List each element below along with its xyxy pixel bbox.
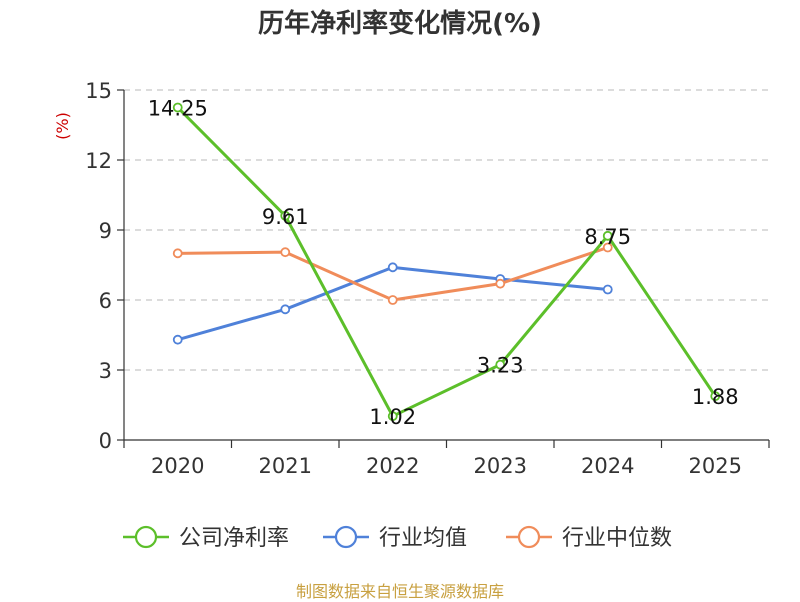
data-label: 14.25 xyxy=(148,97,208,121)
legend-marker xyxy=(334,525,358,549)
grid-lines xyxy=(124,89,769,371)
y-tick-label: 9 xyxy=(99,219,112,243)
data-point[interactable] xyxy=(495,278,506,289)
data-point[interactable] xyxy=(602,230,613,241)
legend-item-0[interactable]: 公司净利率 xyxy=(123,525,289,551)
series-line xyxy=(176,106,717,418)
data-source: 制图数据来自恒生聚源数据库 xyxy=(295,582,504,601)
x-tick-label: 2022 xyxy=(366,454,419,478)
y-axis: 0 3 6 9 12 15 xyxy=(85,79,125,453)
data-point[interactable] xyxy=(280,247,291,258)
data-point[interactable] xyxy=(280,304,291,315)
data-point[interactable] xyxy=(387,262,398,273)
data-label: 1.88 xyxy=(692,385,739,409)
data-point[interactable] xyxy=(387,411,398,422)
x-axis: 2020 2021 2022 2023 2024 2025 xyxy=(123,439,770,478)
data-point[interactable] xyxy=(495,359,506,370)
y-tick-label: 0 xyxy=(99,429,112,453)
data-point[interactable] xyxy=(172,102,183,113)
x-tick-label: 2023 xyxy=(474,454,527,478)
legend-item-2[interactable]: 行业中位数 xyxy=(506,525,672,551)
data-label: 3.23 xyxy=(477,354,524,378)
data-label: 8.75 xyxy=(584,225,631,249)
legend-label: 行业中位数 xyxy=(562,526,672,551)
data-point[interactable] xyxy=(602,242,613,253)
x-tick-label: 2025 xyxy=(689,454,742,478)
x-tick-label: 2024 xyxy=(581,454,634,478)
y-axis-unit: (%) xyxy=(53,112,72,140)
y-tick-label: 3 xyxy=(99,359,112,383)
data-point[interactable] xyxy=(172,248,183,259)
data-point[interactable] xyxy=(387,295,398,305)
legend-marker xyxy=(134,525,158,549)
x-tick-label: 2020 xyxy=(151,454,204,478)
legend-label: 行业均值 xyxy=(379,526,467,551)
data-point[interactable] xyxy=(710,391,721,402)
x-tick-label: 2021 xyxy=(259,454,312,478)
legend[interactable]: 公司净利率 行业均值 行业中位数 xyxy=(123,525,672,551)
y-tick-label: 12 xyxy=(85,149,112,173)
series-2 xyxy=(172,242,613,305)
series-1 xyxy=(172,262,613,345)
data-point[interactable] xyxy=(172,334,183,345)
data-label: 9.61 xyxy=(262,205,309,229)
data-point[interactable] xyxy=(280,210,291,221)
data-point[interactable] xyxy=(602,284,613,295)
data-label: 1.02 xyxy=(369,405,416,429)
legend-label: 公司净利率 xyxy=(179,526,289,551)
legend-item-1[interactable]: 行业均值 xyxy=(323,525,467,551)
series-0 xyxy=(172,102,721,422)
y-tick-label: 15 xyxy=(85,79,112,103)
y-tick-label: 6 xyxy=(99,289,112,313)
series-group: 14.25 9.61 1.02 3.23 8.75 1.88 xyxy=(148,97,739,430)
chart-title: 历年净利率变化情况(%) xyxy=(258,8,542,39)
series-line xyxy=(177,246,609,302)
legend-marker xyxy=(517,525,541,549)
